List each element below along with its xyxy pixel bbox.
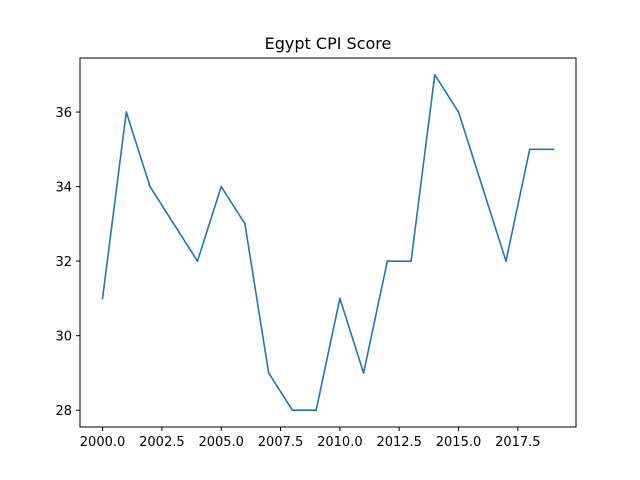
x-tick-label: 2017.5 — [495, 435, 541, 450]
data-point — [457, 111, 460, 113]
y-tick-label: 36 — [55, 106, 72, 121]
data-point — [362, 372, 365, 374]
data-point — [338, 297, 341, 300]
data-point — [315, 409, 318, 412]
data-point — [101, 297, 104, 300]
data-point — [172, 222, 175, 225]
data-point — [125, 111, 128, 113]
x-tick-label: 2010.0 — [317, 435, 363, 450]
plot-frame — [79, 57, 577, 428]
x-tick-label: 2012.5 — [376, 435, 422, 450]
x-tick-label: 2000.0 — [80, 435, 126, 450]
x-axis: 2000.0 2002.5 2005.0 2007.5 2010.0 2012.5 2015… — [80, 427, 541, 450]
data-point — [267, 372, 270, 374]
data-point — [528, 148, 531, 151]
data-point — [220, 185, 223, 188]
y-tick-label: 32 — [55, 255, 72, 270]
data-point — [505, 260, 507, 263]
data-point — [410, 260, 412, 263]
x-tick-label: 2007.5 — [258, 435, 304, 450]
data-point — [244, 222, 246, 225]
chart-title: Egypt CPI Score — [265, 34, 392, 53]
y-tick-label: 28 — [55, 404, 72, 419]
data-point — [433, 73, 436, 76]
data-point — [196, 260, 199, 263]
data-point — [149, 185, 151, 188]
x-tick-label: 2002.5 — [139, 435, 185, 450]
y-axis: 28 30 32 34 36 — [55, 106, 80, 419]
series-line — [101, 73, 555, 412]
y-tick-label: 30 — [55, 330, 72, 345]
x-tick-label: 2015.0 — [436, 435, 482, 450]
data-point — [481, 185, 484, 188]
y-tick-label: 34 — [55, 181, 72, 196]
data-point — [386, 260, 389, 263]
plot-area — [101, 73, 555, 412]
data-point — [552, 148, 555, 151]
data-point — [291, 409, 294, 412]
x-tick-label: 2005.0 — [198, 435, 244, 450]
